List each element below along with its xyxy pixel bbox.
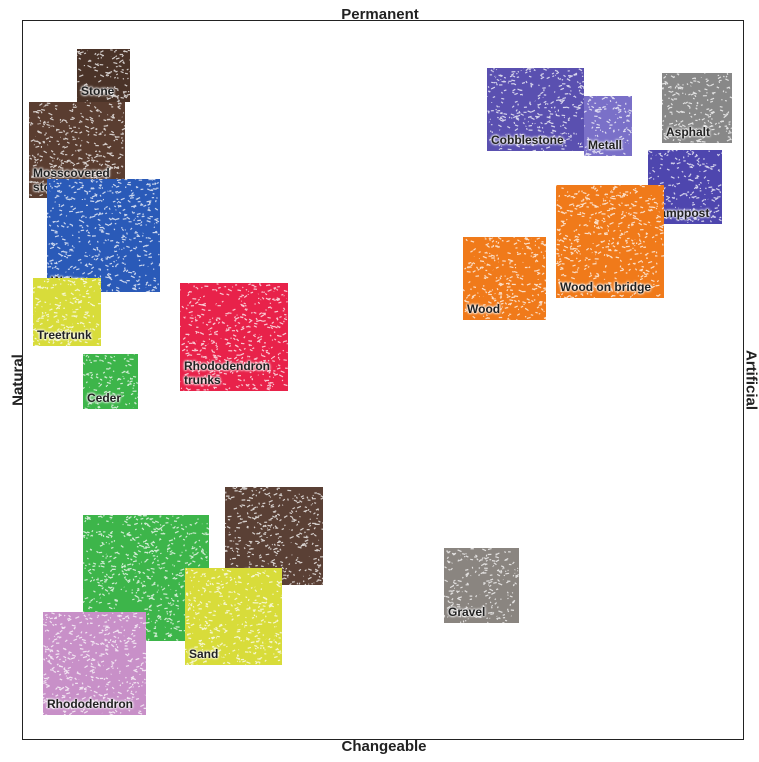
- texture-strokes: [662, 73, 732, 143]
- texture-tile: Wood on bridge: [556, 185, 664, 298]
- texture-tile: Stone: [77, 49, 130, 102]
- tile-label: Ceder: [87, 391, 122, 405]
- tile-label: Metall: [588, 138, 623, 152]
- texture: [77, 49, 130, 102]
- texture-strokes: [185, 568, 282, 665]
- texture-strokes: [556, 185, 664, 298]
- texture-tile: Metall: [584, 96, 632, 156]
- texture: [444, 548, 519, 623]
- texture-strokes: [47, 179, 160, 292]
- texture-strokes: [43, 612, 146, 715]
- texture: [47, 179, 160, 292]
- texture-strokes: [487, 68, 584, 151]
- texture-strokes: [584, 96, 632, 156]
- tile-label: Stone: [81, 84, 115, 98]
- tile-label: Lamppost: [652, 206, 710, 220]
- tile-label: Cobblestone: [491, 133, 564, 147]
- texture-tile: Sand: [185, 568, 282, 665]
- texture-strokes: [33, 278, 101, 346]
- tile-label: Wood on bridge: [560, 280, 652, 294]
- axis-left: Natural: [9, 354, 27, 406]
- axis-right: Artificial: [742, 349, 759, 411]
- texture: [180, 283, 288, 391]
- texture: [463, 237, 546, 320]
- tile-label: Rhododendron trunks: [184, 359, 270, 387]
- texture-tile: Treetrunk: [33, 278, 101, 346]
- texture-strokes: [77, 49, 130, 102]
- tile-label: Sand: [189, 647, 219, 661]
- texture: [43, 612, 146, 715]
- axis-bottom: Changeable: [341, 738, 427, 755]
- texture: [556, 185, 664, 298]
- texture-strokes: [444, 548, 519, 623]
- texture-tile: Rhododendron trunks: [180, 283, 288, 391]
- tile-label: Treetrunk: [37, 328, 92, 342]
- texture-tile: Asphalt: [662, 73, 732, 143]
- texture-tile: Ceder: [83, 354, 138, 409]
- texture-strokes: [83, 354, 138, 409]
- texture-tile: Cobblestone: [487, 68, 584, 151]
- texture-tile: Water: [47, 179, 160, 292]
- texture: [584, 96, 632, 156]
- tile-label: Gravel: [448, 605, 486, 619]
- texture-strokes: [463, 237, 546, 320]
- texture-strokes: [180, 283, 288, 391]
- texture: [83, 354, 138, 409]
- tile-label: Rhododendron: [47, 697, 133, 711]
- texture-tile: Gravel: [444, 548, 519, 623]
- texture: [33, 278, 101, 346]
- axis-top: Permanent: [341, 6, 419, 23]
- texture-tile: Rhododendron: [43, 612, 146, 715]
- texture-tile: Wood: [463, 237, 546, 320]
- tile-label: Wood: [467, 302, 501, 316]
- texture: [662, 73, 732, 143]
- tile-label: Asphalt: [666, 125, 711, 139]
- frame: [22, 20, 744, 740]
- texture: [185, 568, 282, 665]
- texture: [487, 68, 584, 151]
